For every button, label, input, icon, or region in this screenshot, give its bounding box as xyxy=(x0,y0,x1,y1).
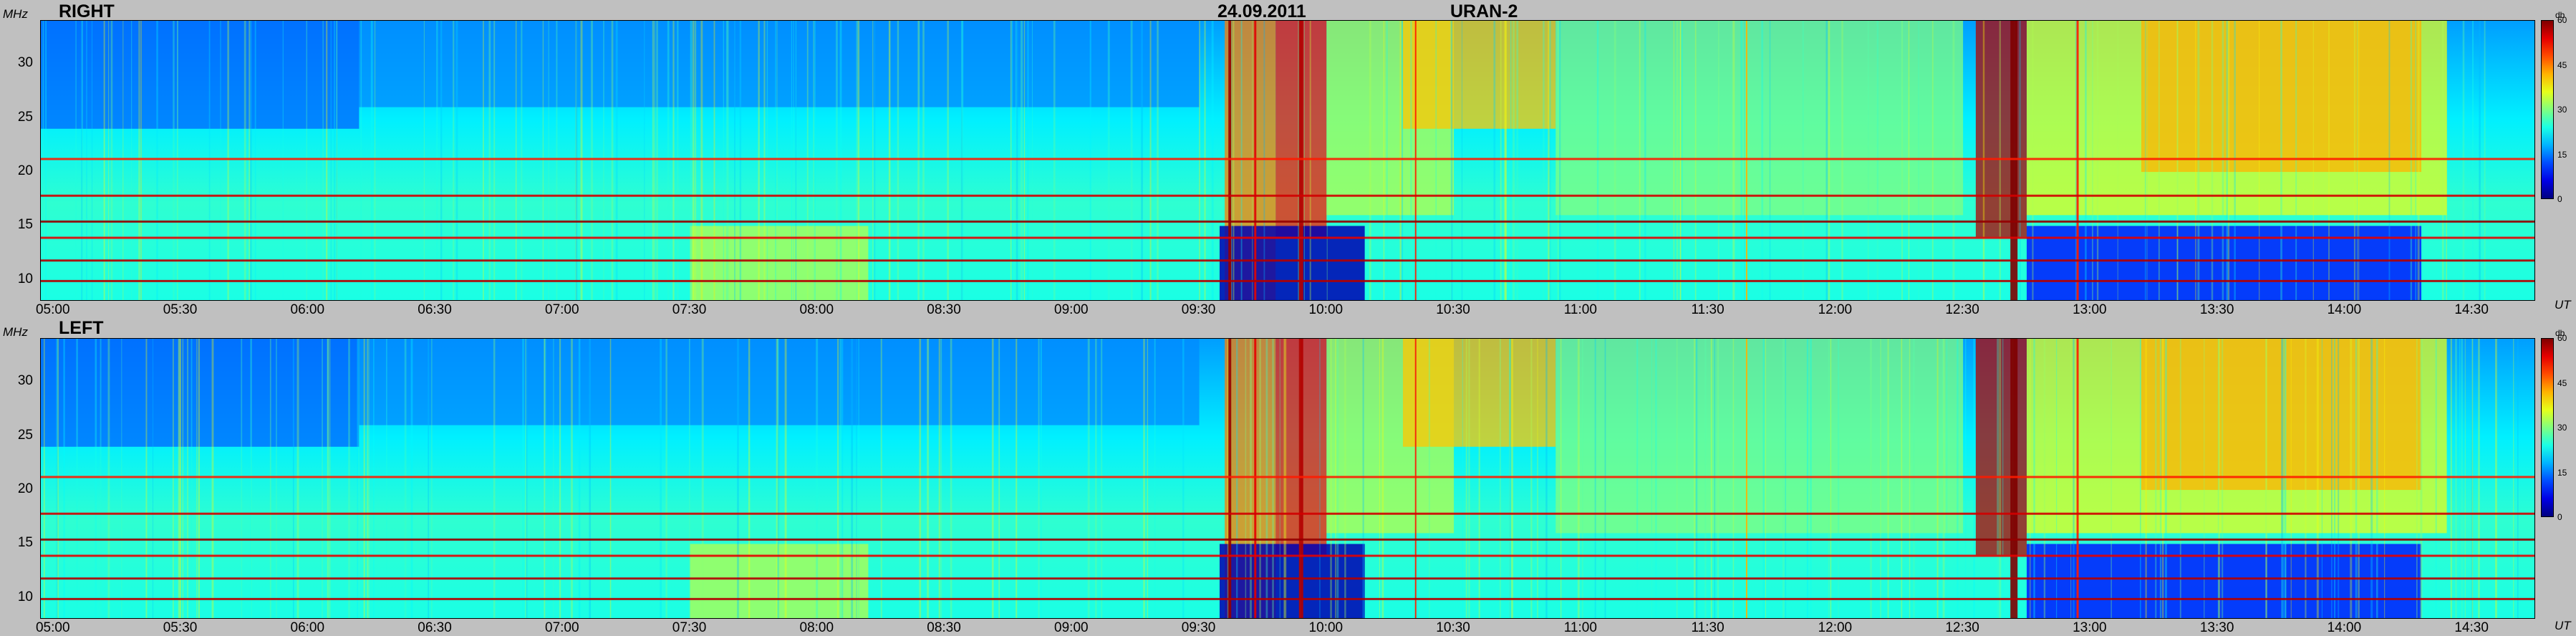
panel-label-right: RIGHT xyxy=(59,1,115,21)
colorbar-left xyxy=(2541,338,2554,517)
spectrogram-canvas xyxy=(41,21,2534,300)
colorbar-tick-label: 45 xyxy=(2557,377,2567,388)
y-tick-label: 30 xyxy=(17,373,33,389)
spectrogram-right xyxy=(40,20,2535,301)
x-tick-label: 13:30 xyxy=(2199,620,2234,635)
colorbar-tick-label: 45 xyxy=(2557,59,2567,70)
x-tick-label: 14:00 xyxy=(2327,620,2362,635)
x-tick-label: 08:30 xyxy=(927,620,961,635)
date-title: 24.09.2011 xyxy=(1217,1,1306,21)
colorbar-tick-label: 0 xyxy=(2557,194,2562,204)
colorbar-tick-label: 60 xyxy=(2557,333,2567,343)
colorbar-unit-left: db xyxy=(2555,328,2565,338)
x-tick-label: 11:00 xyxy=(1563,620,1597,635)
colorbar-tick-label: 30 xyxy=(2557,423,2567,433)
y-tick-label: 20 xyxy=(17,481,33,497)
y-tick-label: 15 xyxy=(17,535,33,551)
y-tick-label: 30 xyxy=(17,55,33,71)
x-tick-label: 10:30 xyxy=(1436,302,1470,317)
x-tick-label: 10:30 xyxy=(1436,620,1470,635)
x-tick-label: 07:00 xyxy=(545,620,579,635)
y-unit-bottom: MHz xyxy=(3,325,28,339)
intensity-region xyxy=(41,21,360,129)
y-tick-label: 20 xyxy=(17,163,33,179)
y-tick-label: 25 xyxy=(17,427,33,443)
x-tick-label: 07:30 xyxy=(672,302,707,317)
x-tick-label: 05:00 xyxy=(35,620,70,635)
x-tick-label: 13:00 xyxy=(2073,620,2107,635)
x-tick-label: 10:00 xyxy=(1308,620,1344,635)
colorbar-tick-label: 0 xyxy=(2557,512,2562,522)
x-tick-label: 12:30 xyxy=(1945,302,1979,317)
intensity-region xyxy=(2141,21,2422,173)
x-tick-label: 11:30 xyxy=(1691,620,1724,635)
spectrogram-left xyxy=(40,338,2535,619)
x-tick-label: 07:00 xyxy=(545,302,579,317)
spectrogram-canvas xyxy=(41,339,2534,618)
x-tick-label: 06:00 xyxy=(290,302,325,317)
intensity-region xyxy=(1975,339,2027,555)
x-tick-label: 05:00 xyxy=(35,302,70,317)
x-tick-label: 09:30 xyxy=(1181,302,1216,317)
x-tick-label: 08:00 xyxy=(799,302,834,317)
x-tick-label: 14:00 xyxy=(2327,302,2362,317)
y-tick-label: 10 xyxy=(17,589,33,604)
intensity-region xyxy=(1402,21,1556,129)
instrument-title: URAN-2 xyxy=(1450,1,1518,21)
colorbar-right xyxy=(2541,20,2554,199)
y-unit-top: MHz xyxy=(3,7,28,21)
intensity-region xyxy=(1555,339,1964,534)
x-tick-label: 11:00 xyxy=(1563,302,1597,317)
x-tick-label: 10:00 xyxy=(1308,302,1344,317)
x-tick-label: 06:30 xyxy=(418,302,452,317)
colorbar-tick-label: 30 xyxy=(2557,105,2567,115)
x-tick-label: 09:00 xyxy=(1054,620,1089,635)
x-tick-label: 14:30 xyxy=(2454,302,2489,317)
x-tick-label: 12:00 xyxy=(1818,302,1853,317)
y-tick-label: 25 xyxy=(17,109,33,125)
x-tick-label: 05:30 xyxy=(163,620,198,635)
x-unit-bottom: UT xyxy=(2555,619,2571,632)
x-tick-label: 08:30 xyxy=(927,302,961,317)
colorbar-tick-label: 15 xyxy=(2557,149,2567,160)
x-tick-label: 11:30 xyxy=(1691,302,1724,317)
x-tick-label: 09:00 xyxy=(1054,302,1089,317)
intensity-region xyxy=(41,339,360,447)
colorbar-tick-label: 15 xyxy=(2557,467,2567,478)
intensity-region xyxy=(359,21,1200,107)
x-tick-label: 05:30 xyxy=(163,302,198,317)
colorbar-unit-right: db xyxy=(2555,10,2565,20)
x-tick-label: 13:30 xyxy=(2199,302,2234,317)
x-tick-label: 12:00 xyxy=(1818,620,1853,635)
x-tick-label: 12:30 xyxy=(1945,620,1979,635)
x-tick-label: 06:30 xyxy=(418,620,452,635)
intensity-region xyxy=(359,339,1200,425)
colorbar-tick-label: 60 xyxy=(2557,15,2567,25)
intensity-region xyxy=(1402,339,1556,447)
intensity-region xyxy=(2141,339,2422,491)
x-tick-label: 06:00 xyxy=(290,620,325,635)
y-tick-label: 10 xyxy=(17,271,33,286)
x-tick-label: 09:30 xyxy=(1181,620,1216,635)
x-tick-label: 13:00 xyxy=(2073,302,2107,317)
panel-label-left: LEFT xyxy=(59,318,104,338)
x-tick-label: 08:00 xyxy=(799,620,834,635)
x-unit-top: UT xyxy=(2555,298,2571,312)
x-tick-label: 07:30 xyxy=(672,620,707,635)
intensity-region xyxy=(1975,21,2027,237)
x-tick-label: 14:30 xyxy=(2454,620,2489,635)
y-tick-label: 15 xyxy=(17,217,33,233)
intensity-region xyxy=(1555,21,1964,216)
